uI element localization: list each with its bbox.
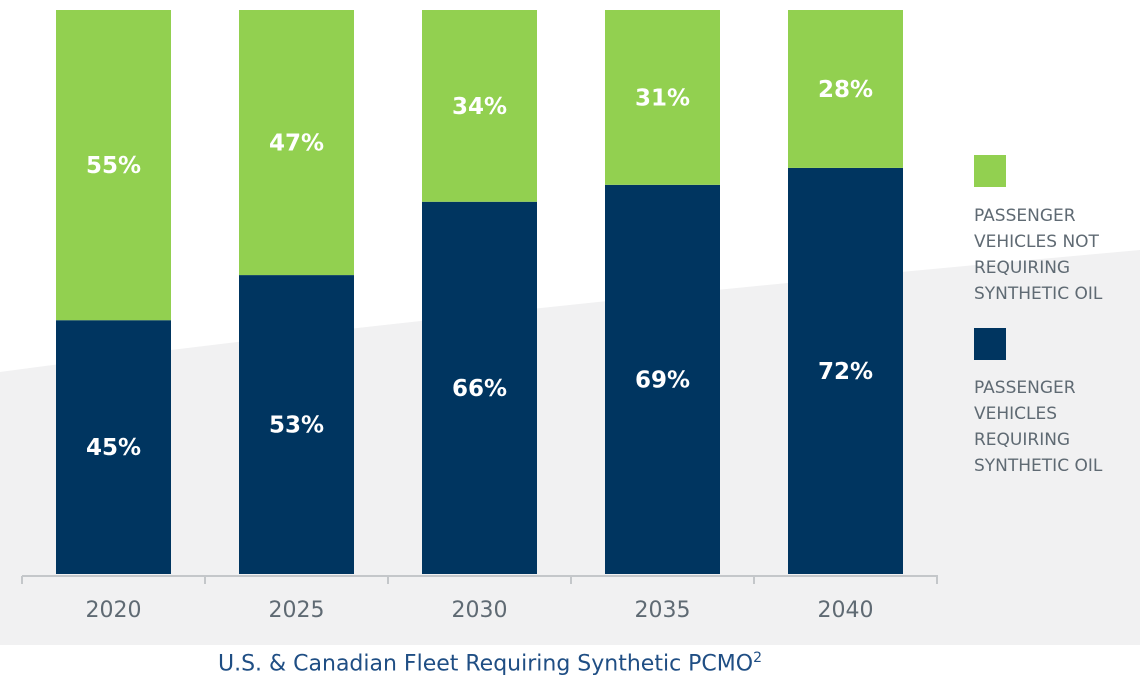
data-label-not-requiring-2035: 31% bbox=[635, 85, 690, 111]
data-label-not-requiring-2030: 34% bbox=[452, 94, 507, 120]
data-label-requiring-2035: 69% bbox=[635, 367, 690, 393]
bar-not-requiring-2020 bbox=[56, 10, 171, 321]
legend: PASSENGER VEHICLES NOT REQUIRING SYNTHETIC … bbox=[974, 155, 1103, 476]
tick-label-2030: 2030 bbox=[452, 598, 508, 623]
bar-not-requiring-2030 bbox=[422, 10, 537, 202]
bar-requiring-2020 bbox=[56, 320, 171, 574]
data-label-not-requiring-2040: 28% bbox=[818, 77, 873, 103]
data-label-requiring-2040: 72% bbox=[818, 359, 873, 385]
data-label-requiring-2020: 45% bbox=[86, 435, 141, 461]
chart-caption: U.S. & Canadian Fleet Requiring Syntheti… bbox=[0, 650, 980, 676]
legend-label-line: SYNTHETIC OIL bbox=[974, 284, 1103, 304]
bar-not-requiring-2025 bbox=[239, 10, 354, 276]
x-axis: 2020 2025 2030 2035 2040 bbox=[21, 575, 938, 623]
bar-requiring-2030 bbox=[422, 201, 537, 574]
data-label-requiring-2030: 66% bbox=[452, 376, 507, 402]
tick-label-2020: 2020 bbox=[86, 598, 142, 623]
bar-not-requiring-2035 bbox=[605, 10, 720, 185]
legend-label-line: SYNTHETIC OIL bbox=[974, 456, 1103, 476]
legend-swatch-not-requiring bbox=[974, 155, 1006, 187]
caption-footnote-marker: 2 bbox=[753, 650, 763, 666]
legend-label-line: REQUIRING bbox=[974, 430, 1070, 450]
data-label-not-requiring-2025: 47% bbox=[269, 131, 324, 157]
tick-label-2025: 2025 bbox=[269, 598, 325, 623]
legend-label-line: PASSENGER bbox=[974, 206, 1076, 226]
tick-label-2040: 2040 bbox=[818, 598, 874, 623]
bar-requiring-2025 bbox=[239, 275, 354, 574]
bars-layer: 45% 55% 53% 47% 66% 34% 69% 31% 72% 28% bbox=[56, 10, 903, 575]
data-label-not-requiring-2020: 55% bbox=[86, 153, 141, 179]
data-label-requiring-2025: 53% bbox=[269, 413, 324, 439]
caption-text: U.S. & Canadian Fleet Requiring Syntheti… bbox=[217, 651, 754, 677]
legend-label-line: PASSENGER bbox=[974, 378, 1076, 398]
tick-label-2035: 2035 bbox=[635, 598, 691, 623]
legend-label-line: VEHICLES bbox=[974, 404, 1057, 424]
bar-requiring-2040 bbox=[788, 167, 903, 575]
bar-requiring-2035 bbox=[605, 184, 720, 574]
bar-not-requiring-2040 bbox=[788, 10, 903, 168]
legend-label-line: VEHICLES NOT bbox=[974, 232, 1100, 252]
legend-swatch-requiring bbox=[974, 328, 1006, 360]
legend-label-line: REQUIRING bbox=[974, 258, 1070, 278]
stacked-bar-chart: 45%55%53%47%66%34%69%31%72%28% 2020 2025 2… bbox=[0, 10, 1140, 645]
